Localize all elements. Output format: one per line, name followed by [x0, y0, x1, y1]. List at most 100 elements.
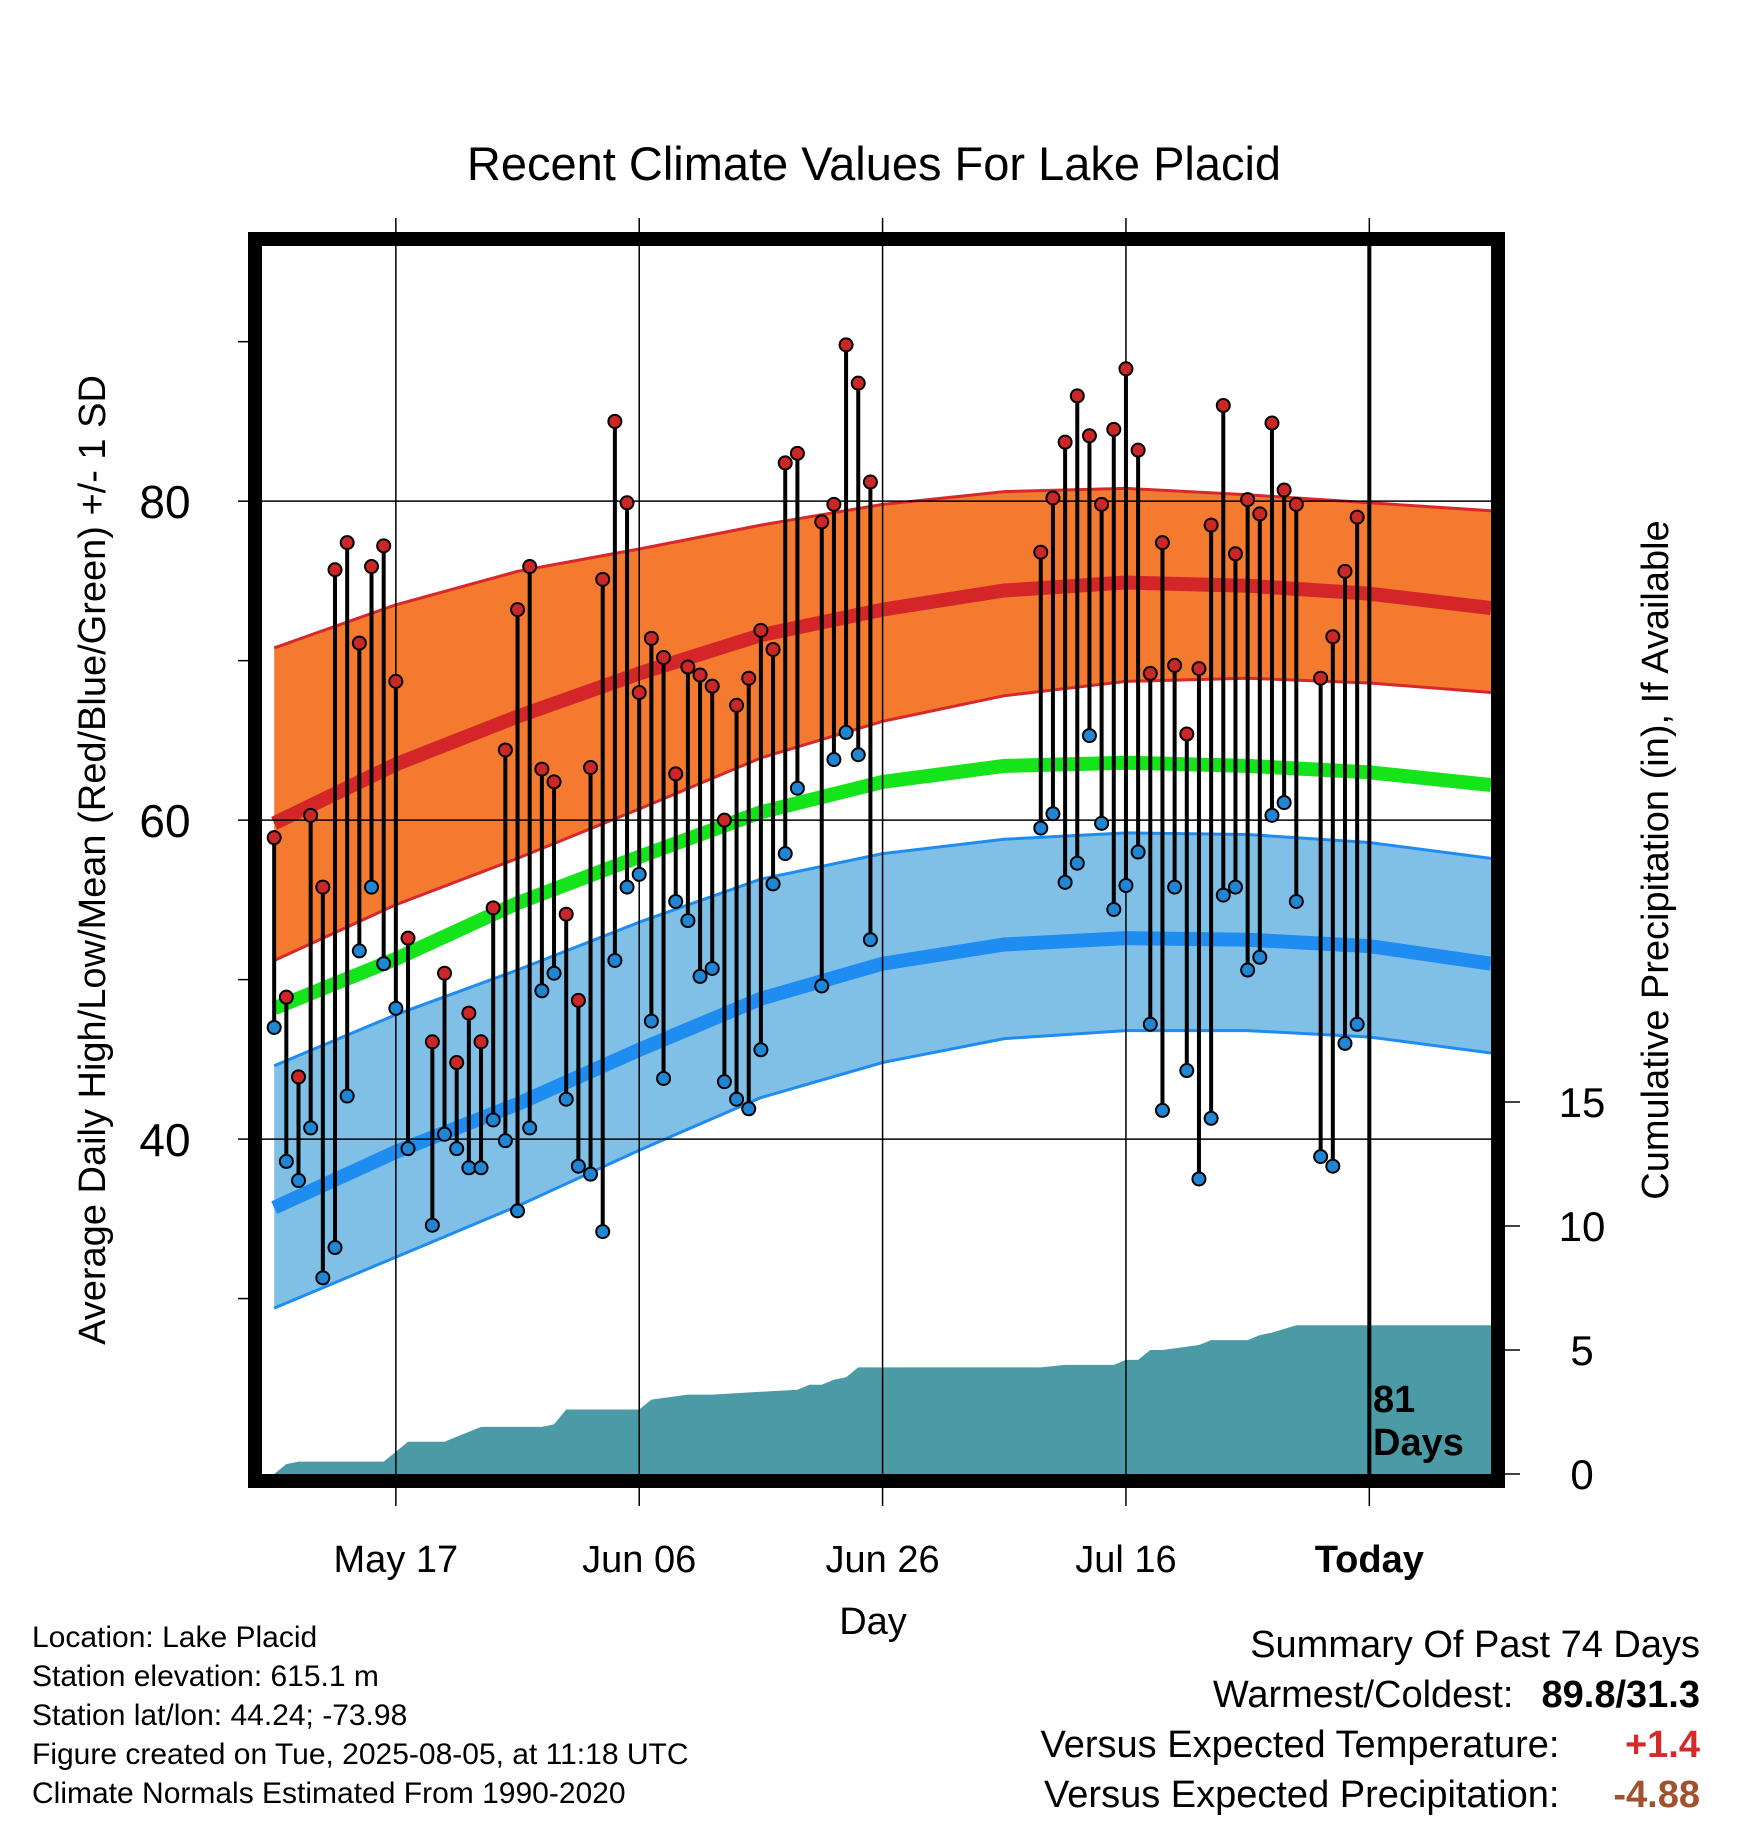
daily-low-point — [461, 1160, 477, 1176]
daily-low-point — [765, 876, 781, 892]
daily-high-point — [351, 635, 367, 651]
daily-low-point — [729, 1091, 745, 1107]
daily-low-point — [424, 1217, 440, 1233]
daily-low-point — [1215, 887, 1231, 903]
daily-high-point — [643, 630, 659, 646]
daily-low-point — [680, 913, 696, 929]
daily-high-point — [1118, 361, 1134, 377]
daily-high-point — [1325, 629, 1341, 645]
right-axis-label: Cumulative Precipitation (in), If Availa… — [1635, 520, 1677, 1199]
daily-low-point — [753, 1042, 769, 1058]
daily-high-point — [1057, 434, 1073, 450]
plot-frame — [248, 232, 1505, 1488]
daily-low-point — [1288, 893, 1304, 909]
daily-low-point — [583, 1166, 599, 1182]
daily-high-point — [1264, 415, 1280, 431]
daily-high-point — [753, 622, 769, 638]
daily-low-point — [558, 1091, 574, 1107]
daily-high-point — [850, 375, 866, 391]
daily-low-point — [1227, 879, 1243, 895]
daily-high-point — [424, 1034, 440, 1050]
daily-low-point — [1142, 1016, 1158, 1032]
daily-low-point — [315, 1270, 331, 1286]
daily-low-point — [437, 1126, 453, 1142]
daily-low-point — [789, 780, 805, 796]
daily-high-point — [266, 830, 282, 846]
daily-low-point — [1252, 949, 1268, 965]
daily-high-point — [303, 807, 319, 823]
summary-panel: Summary Of Past 74 Days Warmest/Coldest:… — [1041, 1620, 1700, 1820]
daily-high-point — [656, 649, 672, 665]
daily-high-point — [522, 559, 538, 575]
daily-low-point — [1094, 815, 1110, 831]
daily-low-point — [303, 1120, 319, 1136]
daily-high-point — [1081, 428, 1097, 444]
temperature-anomaly-label: Versus Expected Temperature: — [1040, 1724, 1560, 1766]
daily-low-point — [522, 1120, 538, 1136]
daily-low-point — [1264, 807, 1280, 823]
daily-high-point — [461, 1005, 477, 1021]
daily-low-point — [643, 1013, 659, 1029]
daily-high-point — [1033, 544, 1049, 560]
daily-high-point — [595, 571, 611, 587]
daily-low-point — [850, 747, 866, 763]
daily-low-point — [1325, 1158, 1341, 1174]
daily-low-point — [1033, 820, 1049, 836]
daily-low-point — [400, 1141, 416, 1157]
daily-high-point — [765, 641, 781, 657]
daily-low-point — [838, 724, 854, 740]
daily-high-point — [862, 474, 878, 490]
daily-low-point — [534, 983, 550, 999]
daily-high-point — [327, 562, 343, 578]
daily-high-point — [1337, 563, 1353, 579]
daily-high-point — [473, 1034, 489, 1050]
daily-high-point — [1288, 496, 1304, 512]
daily-high-point — [376, 538, 392, 554]
daily-high-point — [510, 602, 526, 618]
daily-high-point — [704, 678, 720, 694]
high-sd-band — [274, 488, 1491, 961]
daily-high-point — [388, 673, 404, 689]
daily-low-point — [339, 1088, 355, 1104]
daily-high-point — [1167, 657, 1183, 673]
daily-low-point — [1081, 728, 1097, 744]
x-axis-label: Day — [839, 1601, 907, 1643]
daily-high-point — [716, 812, 732, 828]
daily-high-point — [838, 337, 854, 353]
left-axis-label: Average Daily High/Low/Mean (Red/Blue/Gr… — [72, 375, 114, 1345]
y-tick-label-left: 80 — [139, 476, 190, 528]
daily-low-point — [607, 952, 623, 968]
temperature-anomaly-value: +1.4 — [1624, 1724, 1700, 1766]
daily-low-point — [631, 866, 647, 882]
y-tick-label-left: 40 — [139, 1114, 190, 1166]
daily-high-point — [339, 535, 355, 551]
daily-high-point — [449, 1055, 465, 1071]
daily-low-point — [1313, 1149, 1329, 1165]
daily-low-point — [692, 968, 708, 984]
precipitation-anomaly-value: -4.88 — [1613, 1774, 1700, 1816]
precipitation-anomaly-row: Versus Expected Precipitation: -4.88 — [1041, 1770, 1700, 1820]
daily-low-point — [1106, 901, 1122, 917]
daily-low-point — [1240, 962, 1256, 978]
x-tick-label: Jul 16 — [1075, 1539, 1176, 1581]
daily-low-point — [546, 965, 562, 981]
temperature-anomaly-row: Versus Expected Temperature: +1.4 — [1041, 1720, 1700, 1770]
daily-high-point — [692, 667, 708, 683]
daily-low-point — [826, 752, 842, 768]
daily-low-point — [814, 978, 830, 994]
daily-high-point — [729, 697, 745, 713]
chart-title: Recent Climate Values For Lake Placid — [467, 137, 1281, 190]
warmest-coldest-row: Warmest/Coldest: 89.8/31.3 — [1041, 1670, 1700, 1720]
daily-high-point — [1349, 509, 1365, 525]
daily-high-point — [546, 774, 562, 790]
daily-low-point — [1045, 806, 1061, 822]
y-tick-label-right: 5 — [1570, 1327, 1593, 1374]
created-text: Figure created on Tue, 2025-08-05, at 11… — [32, 1738, 689, 1771]
daily-high-point — [1276, 482, 1292, 498]
daily-high-point — [485, 900, 501, 916]
y-tick-label-right: 15 — [1559, 1079, 1606, 1126]
y-tick-label-right: 0 — [1570, 1451, 1593, 1498]
daily-high-point — [1154, 535, 1170, 551]
daily-high-point — [789, 445, 805, 461]
